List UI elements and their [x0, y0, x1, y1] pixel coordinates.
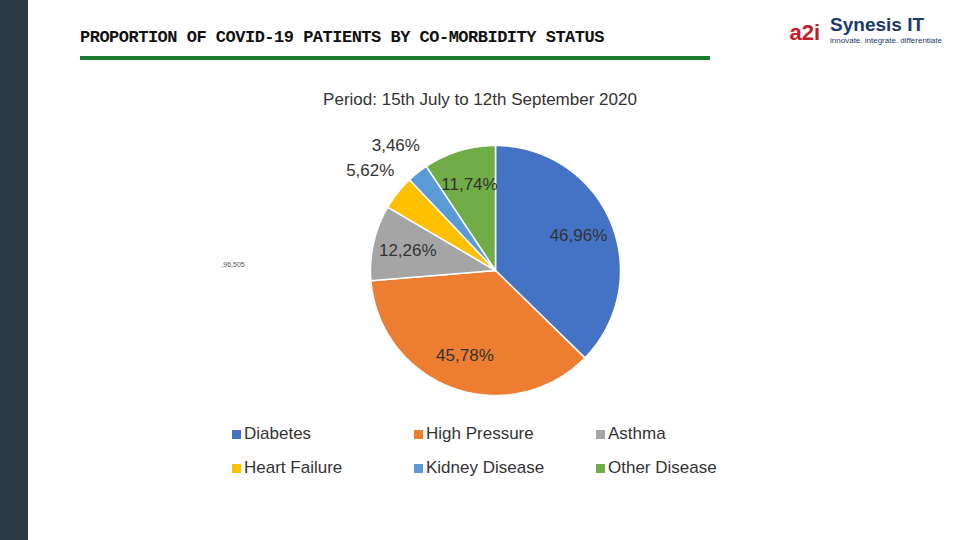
- html-text:a2i: a2i: [789, 20, 821, 45]
- html-text:PROPORTION OF COVID-19 PATIENT: PROPORTION OF COVID-19 PATIENTS BY CO-MO…: [80, 28, 604, 47]
- html-text:Period: 15th July to 12th Sept: Period: 15th July to 12th September 2020: [323, 90, 637, 109]
- html-text:Asthma: Asthma: [608, 424, 666, 443]
- svg-text:46,96%: 46,96%: [550, 226, 608, 245]
- svg-text:,96,505: ,96,505: [221, 260, 244, 267]
- svg-text:12,26%: 12,26%: [379, 241, 437, 260]
- html-text:High Pressure: High Pressure: [426, 424, 534, 443]
- svg-text:5,62%: 5,62%: [346, 161, 394, 180]
- html-text:innovate. integrate. different: innovate. integrate. differentiate: [830, 36, 942, 45]
- html-text:Heart Failure: Heart Failure: [244, 458, 343, 477]
- svg-text:11,74%: 11,74%: [441, 175, 497, 194]
- html-text:Kidney Disease: Kidney Disease: [426, 458, 545, 477]
- html-text:Synesis IT: Synesis IT: [830, 14, 925, 35]
- svg-text:45,78%: 45,78%: [436, 346, 494, 365]
- html-text:Other Disease: Other Disease: [608, 458, 717, 477]
- html-text:Diabetes: Diabetes: [244, 424, 312, 443]
- svg-text:3,46%: 3,46%: [372, 136, 420, 155]
